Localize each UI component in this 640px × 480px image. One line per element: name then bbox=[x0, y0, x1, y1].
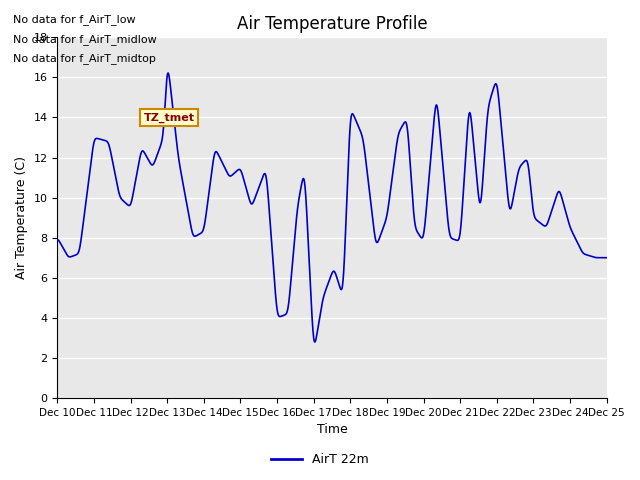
Title: Air Temperature Profile: Air Temperature Profile bbox=[237, 15, 428, 33]
Legend: AirT 22m: AirT 22m bbox=[266, 448, 374, 471]
Text: No data for f_AirT_low: No data for f_AirT_low bbox=[13, 14, 136, 25]
Y-axis label: Air Temperature (C): Air Temperature (C) bbox=[15, 156, 28, 279]
Text: TZ_tmet: TZ_tmet bbox=[143, 113, 195, 123]
X-axis label: Time: Time bbox=[317, 423, 348, 436]
Text: No data for f_AirT_midlow: No data for f_AirT_midlow bbox=[13, 34, 157, 45]
Text: No data for f_AirT_midtop: No data for f_AirT_midtop bbox=[13, 53, 156, 64]
